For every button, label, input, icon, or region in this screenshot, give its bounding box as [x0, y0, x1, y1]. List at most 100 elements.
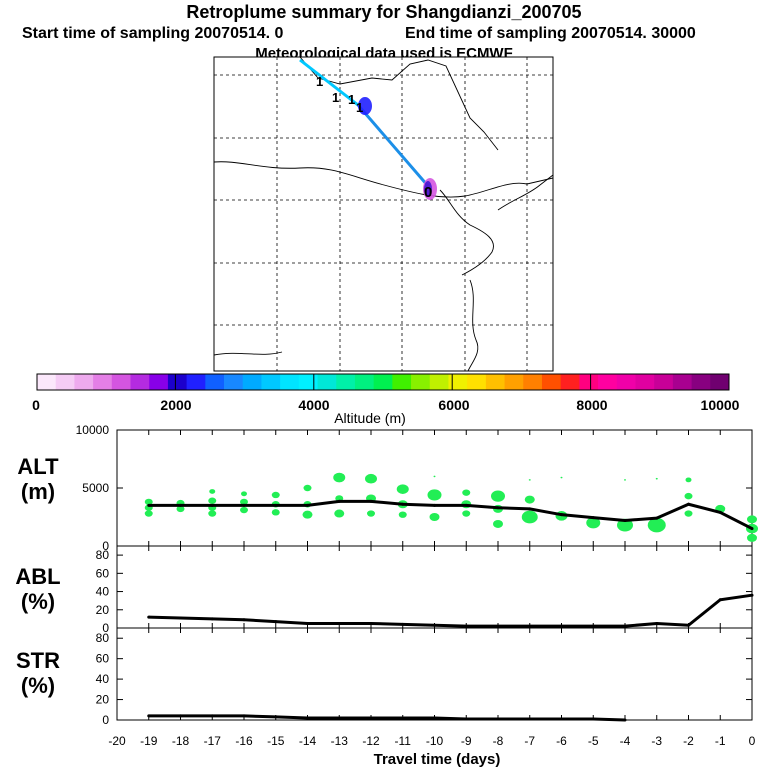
abl-panel: 0 20 40 60 80 [96, 545, 754, 635]
str-ytick-label: 40 [96, 672, 110, 686]
plume-dot [684, 492, 693, 500]
abl-data-point [210, 617, 214, 621]
abl-data-point [274, 620, 278, 624]
colorbar-swatch [411, 374, 431, 390]
colorbar-swatch [149, 374, 169, 390]
str-data-point [147, 714, 151, 718]
alt-data-point [623, 518, 627, 522]
str-ytick-label: 60 [96, 652, 110, 666]
marker-1d: 1 [356, 100, 363, 115]
x-tick-label: -11 [395, 734, 412, 748]
alt-data-point [560, 513, 563, 517]
x-tick-label: -2 [683, 734, 694, 748]
colorbar-swatch [111, 374, 131, 390]
colorbar-swatch [242, 374, 262, 390]
str-ylabel-unit: (%) [21, 673, 55, 698]
colorbar-swatch [598, 374, 618, 390]
colorbar-tick-8000: 8000 [576, 397, 607, 413]
colorbar-swatch [710, 374, 730, 390]
x-tick-label: -16 [235, 734, 253, 748]
colorbar-swatch [541, 374, 562, 390]
abl-data-point [433, 623, 436, 627]
plume-dot [462, 510, 471, 517]
marker-0: 0 [424, 184, 432, 201]
map-markers: 1 1 1 1 0 [316, 74, 432, 201]
str-data-point [496, 717, 500, 721]
plume-dot [524, 495, 535, 504]
x-tick-label: -13 [331, 734, 349, 748]
colorbar-swatch [317, 374, 337, 390]
plume-dot [240, 498, 248, 506]
abl-data-point [687, 623, 690, 627]
colorbar-tick-0: 0 [32, 397, 40, 413]
colorbar-swatch [280, 374, 300, 390]
alt-data-point [687, 502, 690, 506]
abl-ylabel-name: ABL [15, 564, 60, 589]
marker-1b: 1 [332, 90, 339, 105]
colorbar-label: Altitude (m) [334, 410, 406, 426]
plume-trajectory [299, 58, 437, 200]
plume-dot [647, 517, 666, 533]
str-data-point [464, 717, 468, 721]
colorbar-swatch [429, 374, 449, 390]
x-tick-label: -18 [172, 734, 190, 748]
abl-ytick-label: 0 [102, 621, 109, 635]
plume-dot [398, 511, 407, 518]
str-data-point [337, 716, 341, 720]
marker-1a: 1 [316, 74, 323, 89]
abl-data-point [369, 621, 373, 625]
colorbar-swatch [672, 374, 692, 390]
abl-data-point [401, 622, 405, 626]
x-tick-label: -15 [267, 734, 285, 748]
sampling-end-text: End time of sampling 20070514. 30000 [405, 25, 696, 42]
abl-data-point [591, 624, 595, 628]
abl-data-point [496, 624, 500, 628]
alt-data-point [179, 503, 182, 507]
abl-ytick-label: 20 [96, 603, 110, 617]
colorbar-swatch [560, 374, 580, 390]
alt-data-point [274, 503, 278, 507]
plume-dot [747, 533, 757, 542]
str-data-point [433, 716, 436, 720]
alt-data-point [210, 503, 214, 507]
x-tick-label: 0 [749, 734, 756, 748]
x-tick-label: -17 [204, 734, 222, 748]
colorbar-swatch [654, 374, 674, 390]
plume-dot [655, 477, 658, 480]
sampling-start-text: Start time of sampling 20070514. 0 [22, 25, 284, 42]
colorbar-frame [36, 373, 730, 391]
x-tick-label: -19 [140, 734, 158, 748]
plume-dot [586, 517, 601, 529]
alt-data-point [401, 502, 405, 506]
colorbar-tick-6000: 6000 [438, 397, 469, 413]
x-tick-label: -7 [524, 734, 535, 748]
colorbar-swatch [635, 374, 655, 390]
plume-dot [144, 498, 153, 506]
alt-series-line [148, 499, 753, 530]
coast-east [467, 279, 479, 372]
panel-ylabels: ALT (m) ABL (%) STR (%) [15, 454, 60, 698]
str-data-point [591, 717, 595, 721]
plume-dot [491, 490, 505, 502]
str-data-point [210, 714, 214, 718]
plume-segment-far [299, 58, 359, 107]
plume-dot [208, 497, 217, 504]
abl-data-point [528, 624, 532, 628]
plume-dot [176, 505, 185, 513]
abl-data-point [337, 621, 341, 625]
str-data-point [528, 717, 532, 721]
abl-data-point [179, 616, 182, 620]
plume-dot [365, 473, 377, 484]
alt-data-point [496, 506, 500, 510]
str-data-point [179, 714, 182, 718]
colorbar-swatch [37, 374, 57, 390]
colorbar-swatch [373, 374, 393, 390]
alt-data-point [591, 516, 595, 520]
colorbar-swatch [261, 374, 281, 390]
x-tick-label: -10 [426, 734, 444, 748]
abl-ytick-label: 60 [96, 566, 110, 580]
colorbar-swatch [448, 374, 468, 390]
abl-data-point [464, 624, 468, 628]
